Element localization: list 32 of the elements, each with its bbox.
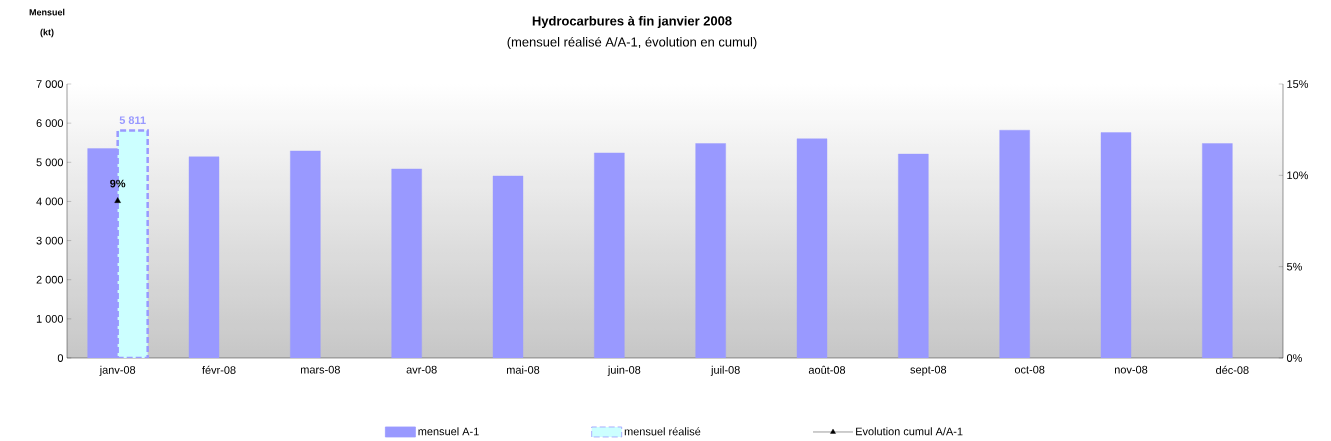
y-tick-label: 5 000 xyxy=(36,158,64,167)
x-tick-label: mai-08 xyxy=(506,365,540,374)
y2-tick-label: 10% xyxy=(1287,171,1309,180)
legend-label: mensuel A-1 xyxy=(418,427,479,436)
y2-tick-label: 5% xyxy=(1286,262,1302,271)
text: Mensuel (kt) xyxy=(29,8,65,38)
x-tick-label: août-08 xyxy=(808,365,846,374)
x-tick-label: janv-08 xyxy=(99,365,136,376)
x-tick-label: oct-08 xyxy=(1014,365,1045,374)
x-tick-label: mars-08 xyxy=(300,365,340,374)
y-tick-label: 6 000 xyxy=(36,119,64,128)
y-tick-label: 1 000 xyxy=(36,314,64,323)
x-tick-label: déc-08 xyxy=(1216,365,1249,374)
x-tick-label: sept-08 xyxy=(910,365,947,376)
x-tick-label: nov-08 xyxy=(1114,365,1148,374)
data-label: 9% xyxy=(110,179,126,188)
y2-tick-label: 15% xyxy=(1287,80,1309,88)
y2-tick-label: 0% xyxy=(1286,354,1302,362)
x-tick-label: juin-08 xyxy=(607,365,641,376)
legend-label: mensuel réalisé xyxy=(624,427,701,436)
x-tick-label: juil-08 xyxy=(710,365,740,376)
y-tick-label: 3 000 xyxy=(36,236,64,245)
chart-title: Hydrocarbures à fin janvier 2008 xyxy=(532,15,732,29)
y-tick-label: 0 xyxy=(57,354,64,362)
chart-subtitle: (mensuel réalisé A/A-1, évolution en cumul) xyxy=(507,36,757,50)
legend-label: Evolution cumul A/A-1 xyxy=(856,427,963,436)
y-tick-label: 7 000 xyxy=(36,80,64,88)
data-label: 5 811 xyxy=(119,116,146,125)
y-tick-label: 4 000 xyxy=(36,197,64,206)
x-tick-label: févr-08 xyxy=(202,365,236,374)
y-tick-label: 2 000 xyxy=(36,275,64,284)
x-tick-label: avr-08 xyxy=(406,365,437,374)
